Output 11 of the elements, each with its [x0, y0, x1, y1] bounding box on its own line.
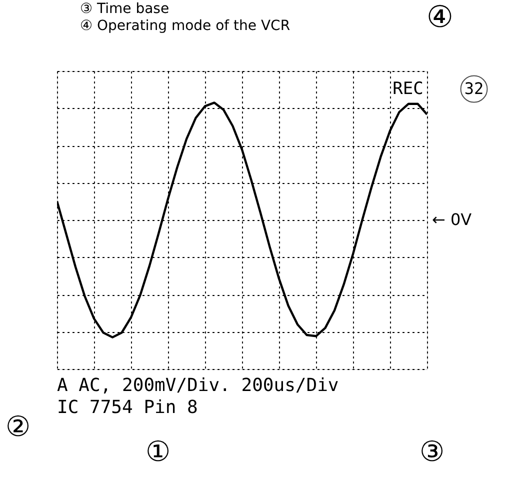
text: A AC, 200mV/Div. 200us/Div: [57, 375, 339, 396]
text: REC: [392, 79, 424, 99]
text: 32: [464, 79, 484, 98]
text: ②: [5, 410, 31, 443]
text: ④ Operating mode of the VCR: [80, 18, 290, 34]
text: ④: [426, 0, 454, 35]
text: ③ Time base: [80, 1, 170, 17]
text: IC 7754 Pin 8: [57, 397, 198, 418]
text: ③: [419, 435, 445, 468]
text: ← 0V: [432, 210, 472, 229]
text: ①: [145, 435, 171, 468]
